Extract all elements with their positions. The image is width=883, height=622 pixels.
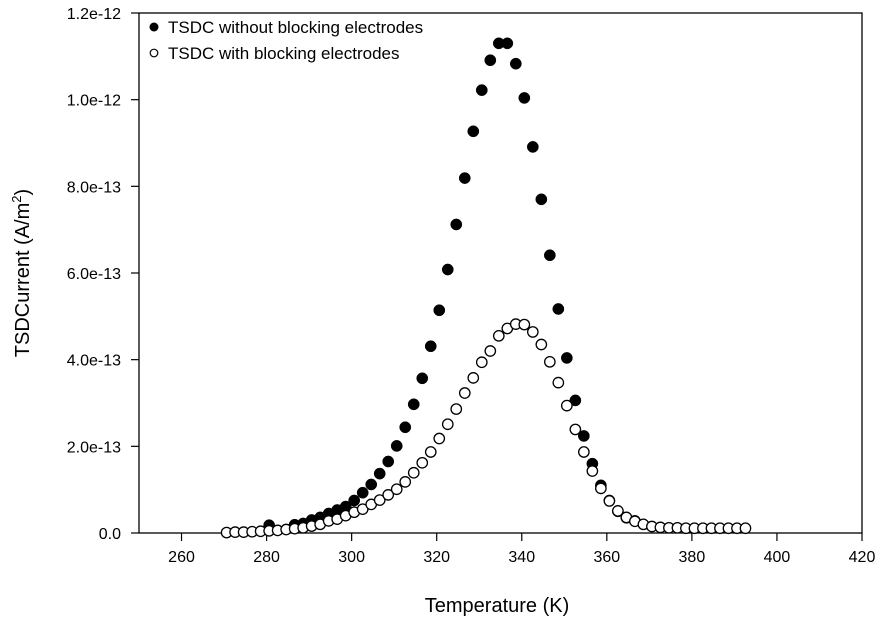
legend-label-without-blocking: TSDC without blocking electrodes [168, 18, 423, 37]
data-point-with-blocking [612, 505, 624, 517]
data-point-without-blocking [407, 398, 420, 411]
x-axis: 260 280 300 320 340 360 380 400 420 [168, 533, 875, 566]
y-axis-label-main: TSDCurrent (A/m [12, 203, 34, 357]
data-point-with-blocking [467, 372, 480, 384]
data-point-with-blocking [424, 446, 437, 458]
plot-frame [138, 12, 863, 534]
data-point-with-blocking [526, 326, 539, 338]
y-axis-label-superscript: 2 [9, 195, 24, 202]
y-tick-label: 1.0e-12 [67, 93, 121, 110]
data-point-without-blocking [475, 84, 488, 96]
data-point-with-blocking [586, 465, 599, 477]
data-point-with-blocking [390, 483, 403, 496]
data-point-with-blocking [433, 432, 446, 445]
y-tick-label: 2.0e-13 [67, 439, 121, 456]
data-point-without-blocking [433, 304, 446, 317]
data-points [220, 37, 752, 539]
data-point-with-blocking [441, 418, 454, 431]
x-tick-label: 320 [423, 549, 450, 566]
x-tick-label: 260 [168, 549, 195, 566]
data-point-without-blocking [509, 57, 522, 70]
data-point-with-blocking [552, 376, 565, 389]
data-point-with-blocking [373, 494, 386, 506]
data-point-with-blocking [492, 329, 505, 342]
data-point-without-blocking [484, 54, 497, 67]
data-point-without-blocking [501, 37, 514, 50]
data-point-with-blocking [595, 482, 607, 495]
data-point-without-blocking [382, 455, 395, 468]
x-axis-label: Temperature (K) [425, 595, 570, 617]
x-tick-label: 400 [764, 549, 791, 566]
legend-marker-filled [149, 22, 159, 32]
data-point-without-blocking [518, 92, 531, 104]
y-tick-label: 4.0e-13 [67, 353, 121, 370]
data-point-without-blocking [450, 218, 463, 231]
data-point-without-blocking [416, 372, 429, 385]
data-point-without-blocking [399, 421, 412, 434]
data-point-without-blocking [467, 125, 480, 138]
data-point-without-blocking [348, 494, 361, 507]
data-point-with-blocking [560, 399, 573, 412]
data-point-without-blocking [373, 467, 386, 480]
data-point-with-blocking [407, 466, 420, 479]
data-point-with-blocking [458, 387, 471, 399]
data-point-with-blocking [739, 522, 752, 535]
data-point-without-blocking [424, 340, 437, 353]
data-point-without-blocking [552, 303, 565, 315]
data-point-without-blocking [578, 430, 590, 442]
data-point-without-blocking [356, 486, 369, 499]
data-point-with-blocking [475, 356, 488, 369]
data-point-with-blocking [578, 446, 590, 458]
data-point-without-blocking [390, 440, 403, 452]
data-point-with-blocking [603, 495, 616, 507]
data-point-with-blocking [535, 338, 548, 351]
y-tick-label: 6.0e-13 [67, 266, 121, 283]
data-point-with-blocking [450, 403, 463, 415]
data-point-with-blocking [543, 355, 556, 368]
x-tick-label: 300 [338, 549, 365, 566]
legend: TSDC without blocking electrodes TSDC wi… [149, 18, 423, 63]
y-axis: 0.0 2.0e-13 4.0e-13 6.0e-13 8.0e-13 1.0e-12 1.… [67, 6, 139, 543]
y-tick-label: 0.0 [99, 526, 121, 543]
x-tick-label: 380 [679, 549, 706, 566]
data-point-without-blocking [441, 263, 454, 276]
x-tick-label: 280 [253, 549, 280, 566]
y-axis-label: TSDCurrent (A/m2) [9, 189, 34, 357]
data-point-with-blocking [484, 345, 497, 357]
y-tick-label: 1.2e-12 [67, 6, 121, 23]
data-point-with-blocking [382, 489, 395, 501]
data-point-without-blocking [543, 249, 556, 262]
data-point-without-blocking [560, 352, 573, 364]
data-point-without-blocking [458, 172, 471, 184]
data-point-with-blocking [518, 318, 531, 331]
legend-label-with-blocking: TSDC with blocking electrodes [168, 44, 399, 63]
data-point-with-blocking [416, 456, 429, 469]
data-point-without-blocking [365, 478, 378, 491]
data-point-with-blocking [399, 476, 412, 488]
x-tick-label: 340 [508, 549, 535, 566]
y-axis-label-suffix: ) [12, 189, 34, 196]
y-tick-label: 8.0e-13 [67, 179, 121, 196]
data-point-without-blocking [569, 394, 582, 407]
data-point-without-blocking [535, 193, 548, 206]
x-tick-label: 360 [593, 549, 620, 566]
legend-marker-open [149, 48, 159, 58]
data-point-with-blocking [569, 423, 582, 436]
data-point-without-blocking [526, 141, 539, 153]
x-tick-label: 420 [849, 549, 876, 566]
